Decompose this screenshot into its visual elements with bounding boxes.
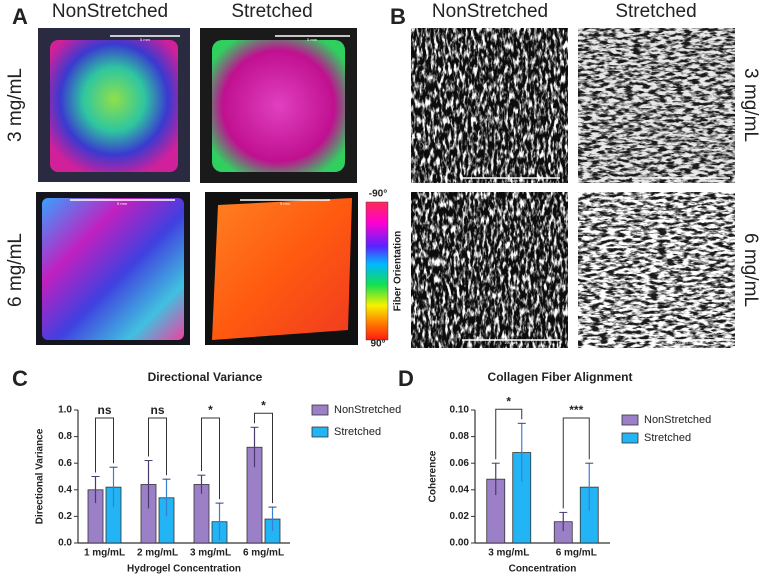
colorbar [365, 201, 389, 341]
legend-label: Stretched [334, 426, 381, 438]
y-tick-label: 0.6 [58, 458, 72, 469]
x-tick-label: 1 mg/mL [84, 548, 125, 559]
significance-bracket [495, 408, 523, 460]
scale-bar-label: 100 µm [674, 178, 688, 183]
scale-bar-label: 5 mm [307, 37, 318, 42]
row-header: 6 mg/mL [740, 233, 761, 307]
panel-label: B [390, 4, 406, 29]
scale-bar-label: 100 µm [674, 340, 688, 345]
image [212, 40, 345, 172]
row-header: 6 mg/mL [5, 233, 26, 307]
significance-label: ns [97, 403, 111, 417]
y-tick-label: 0.00 [450, 538, 470, 549]
colorbar-label: -90° [369, 189, 387, 200]
legend-swatch [621, 432, 639, 444]
x-tick-label: 6 mg/mL [243, 548, 284, 559]
chart-title: Directional Variance [148, 370, 263, 384]
scale-bar-label: 5 mm [117, 201, 128, 206]
significance-label: * [208, 403, 213, 417]
legend-swatch [311, 426, 329, 438]
column-header: Stretched [231, 1, 312, 22]
significance-bracket [562, 417, 590, 509]
row-header: 3 mg/mL [5, 68, 26, 142]
significance-bracket [201, 417, 220, 500]
y-tick-label: 0.02 [450, 511, 470, 522]
scale-bar-label: 100 µm [504, 178, 518, 183]
x-tick-label: 2 mg/mL [137, 548, 178, 559]
scale-bar-label: 5 mm [140, 37, 151, 42]
x-axis-label: Hydrogel Concentration [127, 564, 241, 575]
legend-swatch [621, 414, 639, 426]
y-tick-label: 0.2 [58, 511, 72, 522]
colorbar-label: 90° [370, 339, 385, 350]
significance-bracket [95, 417, 114, 473]
significance-label: * [506, 394, 511, 408]
image [42, 198, 184, 340]
y-tick-label: 0.8 [58, 431, 72, 442]
row-header: 3 mg/mL [740, 68, 761, 142]
legend-label: Stretched [644, 432, 691, 444]
legend-swatch [311, 404, 329, 416]
scale-bar-label: 5 mm [280, 201, 291, 206]
x-tick-label: 3 mg/mL [488, 548, 529, 559]
column-header: Stretched [615, 1, 696, 22]
significance-bracket [148, 417, 167, 476]
y-tick-label: 1.0 [58, 405, 72, 416]
y-tick-label: 0.06 [450, 458, 470, 469]
micrograph [411, 28, 735, 348]
significance-label: *** [569, 403, 583, 417]
legend-label: NonStretched [644, 414, 711, 426]
significance-label: * [261, 398, 266, 412]
y-axis-label: Directional Variance [35, 428, 46, 524]
column-header: NonStretched [432, 1, 548, 22]
scale-bar-label: 100 µm [504, 340, 518, 345]
y-tick-label: 0.10 [450, 405, 470, 416]
image [50, 40, 178, 172]
legend-label: NonStretched [334, 404, 401, 416]
x-tick-label: 6 mg/mL [556, 548, 597, 559]
significance-label: ns [150, 403, 164, 417]
y-axis-label: Coherence [428, 450, 439, 502]
y-tick-label: 0.04 [450, 484, 470, 495]
significance-bracket [254, 412, 273, 504]
x-tick-label: 3 mg/mL [190, 548, 231, 559]
chart-title: Collagen Fiber Alignment [488, 370, 633, 384]
image [212, 198, 352, 340]
panel-label: A [12, 4, 28, 29]
panel-label: D [398, 366, 414, 391]
colorbar-title: Fiber Orientation [393, 231, 404, 312]
column-header: NonStretched [52, 1, 168, 22]
y-tick-label: 0.0 [58, 538, 72, 549]
y-tick-label: 0.4 [58, 484, 72, 495]
x-axis-label: Concentration [509, 564, 577, 575]
y-tick-label: 0.08 [450, 431, 470, 442]
panel-label: C [12, 366, 28, 391]
